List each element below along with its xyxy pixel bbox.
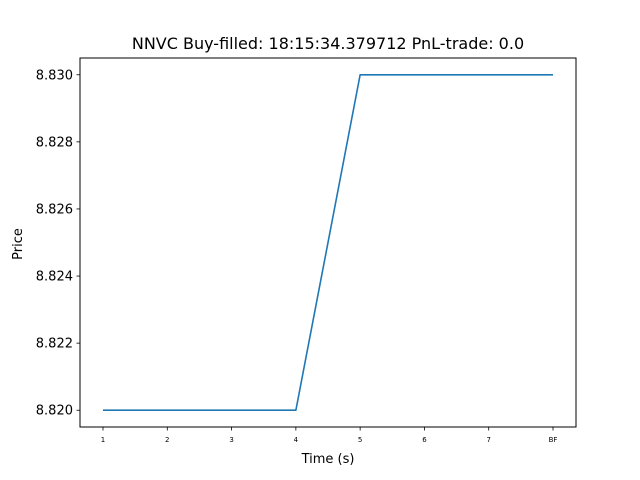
y-tick-label: 8.824	[36, 270, 73, 285]
series-line-1	[103, 73, 553, 412]
x-axis-label: Time (s)	[301, 452, 355, 467]
y-tick-label: 8.826	[36, 202, 73, 217]
x-tick-label: 1	[101, 436, 105, 444]
x-tick-label: 2	[165, 436, 169, 444]
x-tick-label: 4	[294, 436, 299, 444]
y-axis-label: Price	[11, 228, 26, 260]
x-tick-label: 3	[229, 436, 233, 444]
axes-frame	[79, 57, 577, 428]
y-tick-label: 8.830	[36, 68, 73, 83]
plot-area: 8.820 8.822 8.824 8.826 8.828 8.830 1 2 3 4 5 6 7 BF	[36, 57, 577, 444]
x-tick-label: 5	[358, 436, 362, 444]
x-tick-label: BF	[549, 436, 558, 444]
y-tick-label: 8.820	[36, 404, 73, 419]
x-tick-label: 7	[486, 436, 490, 444]
chart-title: NNVC Buy-filled: 18:15:34.379712 PnL-tra…	[132, 34, 524, 53]
y-tick-label: 8.828	[36, 135, 73, 150]
y-tick-label: 8.822	[36, 337, 73, 352]
x-tick-label: 6	[422, 436, 427, 444]
